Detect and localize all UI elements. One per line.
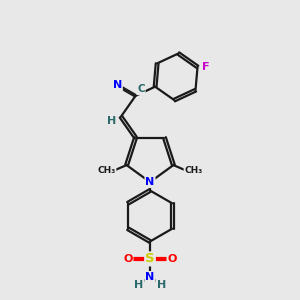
Text: F: F [202,62,210,72]
Text: H: H [107,116,116,126]
Text: H: H [157,280,166,290]
Text: C: C [137,84,145,94]
Text: O: O [167,254,177,264]
Text: N: N [146,272,154,282]
Text: O: O [123,254,133,264]
Text: CH₃: CH₃ [184,166,202,175]
Text: CH₃: CH₃ [98,166,116,175]
Text: S: S [145,252,155,266]
Text: H: H [134,280,143,290]
Text: N: N [146,177,154,187]
Text: N: N [113,80,122,90]
